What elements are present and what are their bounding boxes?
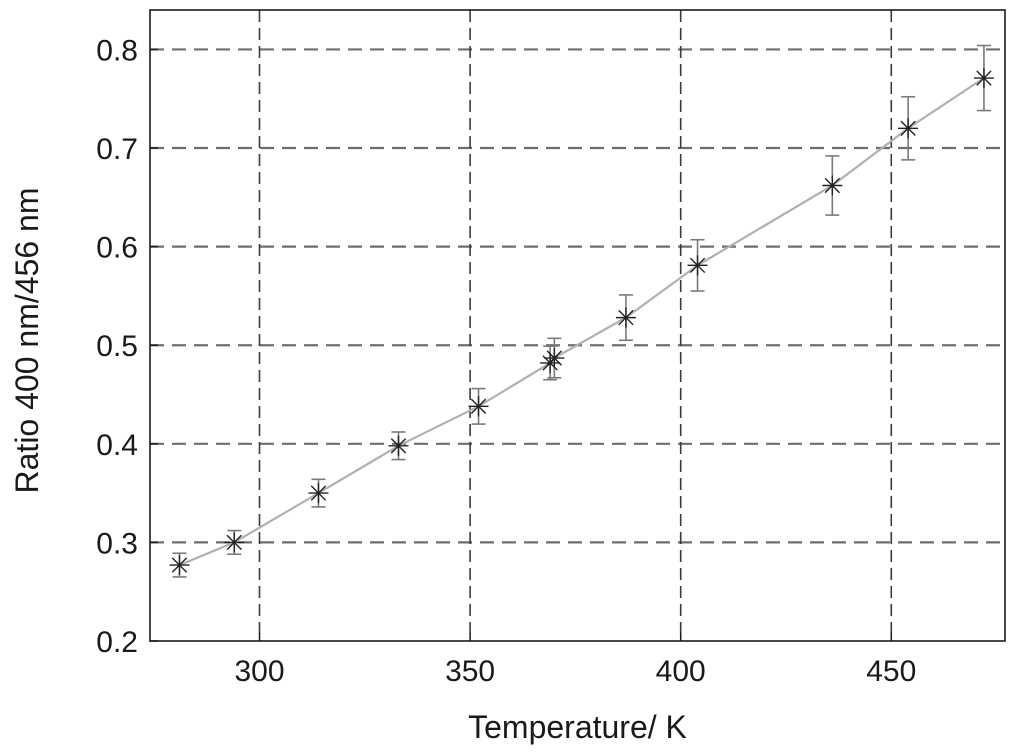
marker-stroke [171, 557, 188, 573]
tick-labels: 0.2 0.3 0.4 0.5 0.6 0.7 0.8 300 350 400 450 [96, 34, 916, 688]
marker-stroke [546, 350, 563, 366]
y-tick-label: 0.3 [96, 527, 138, 560]
y-tick-label: 0.6 [96, 232, 138, 265]
data-point [973, 44, 994, 112]
marker-stroke [824, 177, 841, 194]
marker-stroke [390, 438, 407, 454]
data-point [687, 238, 708, 292]
data-point [615, 294, 636, 342]
series-line [179, 77, 985, 567]
marker-stroke [689, 257, 706, 274]
marker-stroke [618, 309, 634, 326]
marker-stroke [310, 485, 327, 501]
y-tick-label: 0.5 [96, 330, 138, 363]
data-point [388, 431, 409, 461]
marker-stroke [470, 398, 487, 415]
y-tick-label: 0.8 [96, 34, 138, 67]
grid-lines [150, 10, 1005, 641]
marker-stroke [226, 534, 242, 551]
marker-stroke [900, 120, 916, 137]
y-tick-label: 0.2 [96, 626, 138, 659]
series-line-group [169, 44, 994, 578]
data-point [898, 95, 919, 161]
marker-stroke [976, 70, 992, 86]
y-axis-label: Ratio 400 nm/456 nm [9, 188, 45, 494]
plot-border [149, 9, 1006, 642]
x-tick-label: 400 [656, 655, 706, 688]
data-point [224, 529, 245, 556]
x-tick-label: 300 [234, 655, 284, 688]
x-tick-label: 350 [445, 655, 495, 688]
plot-frame [149, 9, 1006, 642]
data-point [468, 387, 489, 425]
x-tick-label: 450 [866, 655, 916, 688]
data-point [169, 552, 190, 578]
y-tick-label: 0.7 [96, 133, 138, 166]
data-point [822, 155, 843, 216]
data-point [544, 337, 565, 379]
y-tick-label: 0.4 [96, 429, 138, 462]
data-point [308, 478, 329, 508]
x-axis-label: Temperature/ K [468, 709, 687, 745]
